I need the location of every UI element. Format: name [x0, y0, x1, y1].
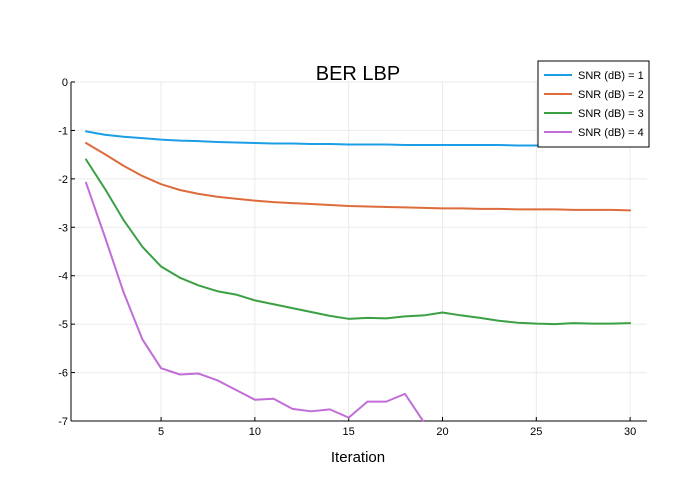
y-tick-label: -3: [58, 222, 68, 234]
x-axis-label: Iteration: [331, 449, 385, 466]
x-tick-label: 20: [436, 426, 448, 438]
legend-label-snr-1: SNR (dB) = 1: [578, 70, 644, 82]
axes: [70, 81, 647, 422]
x-tick-label: 10: [249, 426, 261, 438]
legend-label-snr-2: SNR (dB) = 2: [578, 89, 644, 101]
y-tick-label: -6: [58, 368, 68, 380]
y-tick-label: -5: [58, 319, 68, 331]
legend: SNR (dB) = 1 SNR (dB) = 2 SNR (dB) = 3 SNR …: [537, 60, 650, 148]
tick-labels: 5 10 15 20 25 30 0 -1 -2 -3 -4 -5 -6 -7: [58, 77, 636, 438]
series-line-snr-2: [85, 142, 632, 212]
y-tick-label: -2: [58, 174, 68, 186]
x-tick-label: 15: [343, 426, 355, 438]
series-line-snr-3: [85, 158, 632, 326]
y-tick-label: -7: [58, 416, 68, 428]
x-tick-label: 30: [624, 426, 636, 438]
y-tick-label: 0: [62, 77, 68, 89]
chart-title: BER LBP: [316, 63, 400, 85]
y-tick-label: -4: [58, 271, 68, 283]
legend-label-snr-3: SNR (dB) = 3: [578, 108, 644, 120]
y-tick-label: -1: [58, 125, 68, 137]
series-lines: [85, 130, 632, 422]
series-line-snr-4: [85, 181, 425, 422]
x-tick-label: 5: [158, 426, 164, 438]
x-tick-label: 25: [530, 426, 542, 438]
legend-label-snr-4: SNR (dB) = 4: [578, 127, 644, 139]
